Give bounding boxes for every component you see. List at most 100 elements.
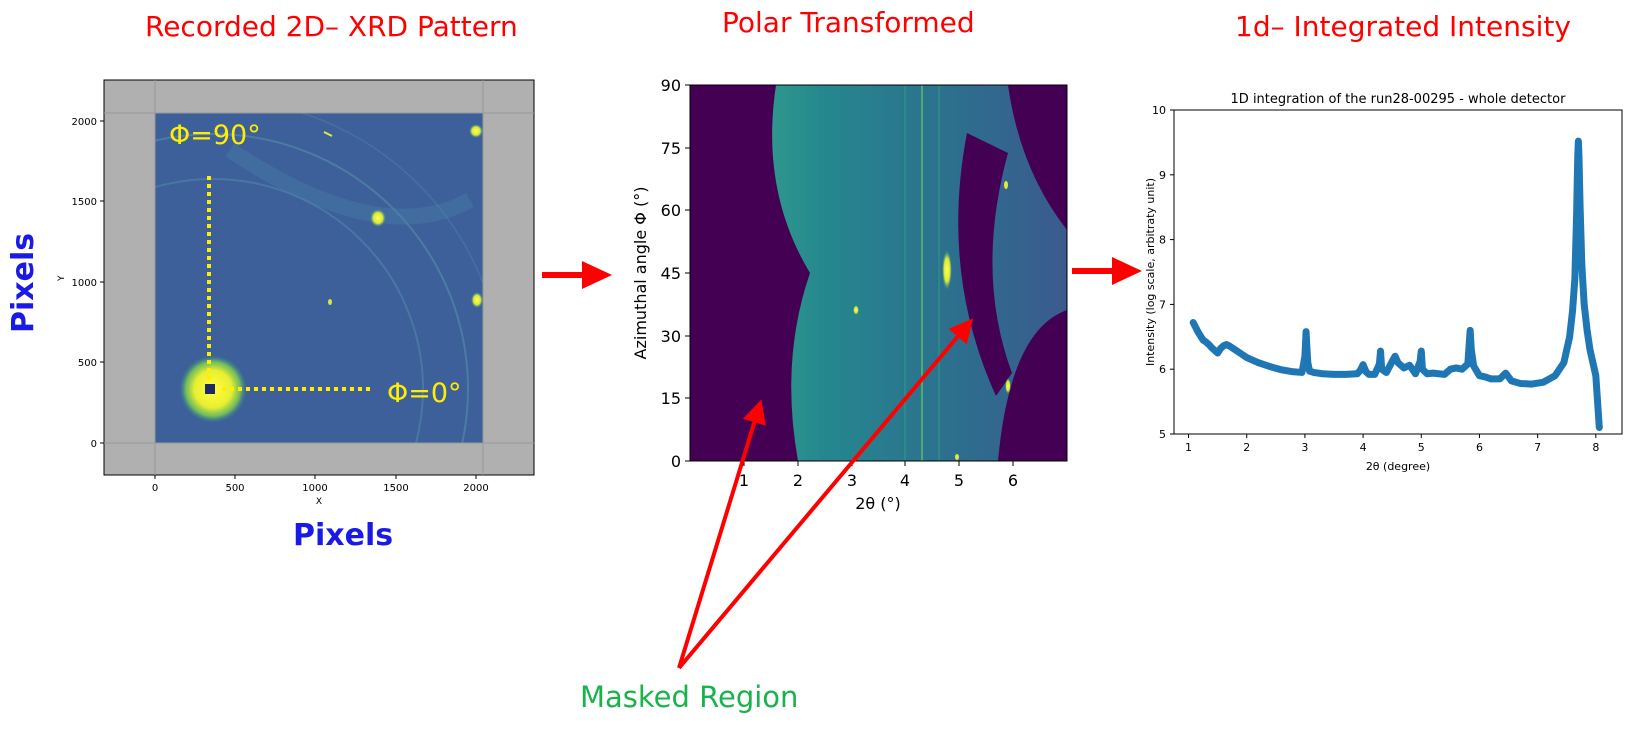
chart-data-point: [1470, 362, 1477, 369]
chart-data-point: [1331, 371, 1337, 378]
chart-data-point: [1197, 332, 1204, 339]
chart-data-point: [1560, 359, 1567, 366]
polar-x-axis-label: 2θ (°): [855, 494, 901, 513]
chart-x-axis-label: 2θ (degree): [1366, 460, 1430, 473]
polar-y-tick: 15: [661, 389, 681, 408]
xrd-pattern-heading: Recorded 2D– XRD Pattern: [145, 10, 518, 43]
chart-data-point: [1552, 372, 1559, 379]
integrated-intensity-heading: 1d– Integrated Intensity: [1235, 10, 1571, 43]
polar-y-tick: 0: [671, 452, 681, 471]
chart-data-point: [1290, 368, 1297, 375]
chart-data-point: [1255, 359, 1262, 366]
xrd-y-tick: 1000: [72, 278, 97, 289]
xrd-x-tick: 2000: [463, 483, 488, 494]
diffraction-spot: [471, 292, 483, 308]
xrd-y-tick: 1500: [72, 197, 97, 208]
polar-y-tick: 30: [661, 327, 681, 346]
polar-x-tick: 4: [900, 471, 910, 490]
polar-x-tick: 6: [1008, 471, 1018, 490]
chart-data-point: [1360, 361, 1367, 368]
chart-data-point: [1592, 372, 1599, 379]
chart-data-point: [1395, 359, 1401, 366]
chart-y-axis-label: Intensity (log scale, arbitraty unit): [1144, 178, 1157, 366]
polar-x-ticks: 1 2 3 4 5 6: [739, 461, 1018, 490]
integrated-intensity-chart: 1D integration of the run28-00295 - whol…: [1144, 92, 1623, 473]
chart-data-point: [1435, 370, 1442, 377]
xrd-y-ticks: 0 500 1000 1500 2000: [72, 117, 104, 450]
chart-data-point: [1377, 348, 1384, 355]
chart-data-point: [1243, 354, 1250, 361]
chart-data-point: [1459, 366, 1465, 373]
chart-data-point: [1357, 367, 1364, 374]
phi-0-label: Φ=0°: [387, 378, 462, 409]
chart-data-point: [1378, 366, 1385, 373]
flow-arrow-head: [582, 261, 612, 289]
chart-data-point: [1371, 371, 1378, 378]
xrd-x-tick: 0: [152, 483, 158, 494]
polar-x-tick: 3: [847, 471, 857, 490]
polar-x-tick: 1: [739, 471, 749, 490]
chart-x-tick: 5: [1418, 441, 1425, 454]
chart-data-point: [1517, 380, 1524, 387]
chart-x-tick: 3: [1301, 441, 1308, 454]
chart-data-point: [1496, 375, 1503, 382]
chart-data-point: [1424, 370, 1431, 377]
polar-spot: [942, 250, 952, 290]
chart-data-point: [1571, 275, 1578, 282]
chart-data-point: [1508, 377, 1515, 384]
masked-region-corner: [998, 310, 1067, 461]
polar-y-tick: 90: [661, 76, 681, 95]
masked-arrow-right: [677, 318, 974, 670]
chart-data-point: [1429, 370, 1436, 377]
chart-data-point: [1278, 366, 1285, 373]
chart-data-point: [1406, 362, 1413, 369]
chart-data-point: [1584, 327, 1591, 334]
chart-data-point: [1304, 359, 1311, 366]
chart-data-point: [1412, 370, 1419, 377]
xrd-detector-panel: Φ=90° Φ=0° 0 500 1000 1500 2000 0 500 10…: [57, 79, 535, 507]
xrd-x-tick: 500: [225, 483, 244, 494]
chart-data-point: [1528, 381, 1535, 388]
chart-data-point: [1214, 350, 1221, 356]
chart-data-point: [1301, 353, 1308, 360]
chart-data-point: [1389, 358, 1396, 365]
chart-data-point: [1578, 262, 1585, 269]
masked-region-left: [690, 85, 810, 461]
chart-data-point: [1573, 210, 1580, 217]
xrd-y-tick: 2000: [72, 117, 97, 128]
xrd-y-tick: 0: [91, 439, 97, 450]
chart-y-tick: 10: [1152, 104, 1166, 117]
chart-data-point: [1392, 353, 1399, 360]
chart-data-point: [1441, 371, 1448, 378]
xrd-x-tick: 1500: [383, 483, 408, 494]
chart-data-point: [1417, 358, 1424, 365]
chart-data-point: [1566, 333, 1573, 340]
chart-data-point: [1232, 346, 1239, 353]
polar-y-ticks: 0 15 30 45 60 75 90: [661, 76, 690, 471]
polar-y-tick: 45: [661, 264, 681, 283]
chart-y-tick: 6: [1159, 363, 1166, 376]
chart-data-point: [1577, 204, 1584, 211]
chart-data-point: [1467, 327, 1474, 334]
phi-90-label: Φ=90°: [169, 120, 261, 151]
chart-x-tick: 7: [1534, 441, 1541, 454]
xrd-x-ticks: 0 500 1000 1500 2000: [152, 475, 489, 494]
polar-x-tick: 5: [954, 471, 964, 490]
xrd-x-axis-letter: X: [316, 497, 322, 507]
chart-data-point: [1400, 364, 1407, 371]
chart-x-tick: 8: [1592, 441, 1599, 454]
chart-x-tick: 6: [1476, 441, 1483, 454]
chart-x-tick: 4: [1360, 441, 1367, 454]
chart-data-point: [1303, 340, 1310, 347]
chart-data-point: [1208, 344, 1215, 351]
chart-data-point: [1589, 359, 1596, 366]
chart-data-point: [1342, 371, 1349, 378]
chart-data-point: [1587, 346, 1593, 353]
chart-plot-area: [1173, 109, 1623, 435]
pixels-y-label: Pixels: [6, 232, 41, 333]
chart-data-point: [1594, 398, 1601, 405]
polar-transform-panel: 1 2 3 4 5 6 0 15 30 45 60 75 90 2θ (°) A…: [631, 76, 1068, 513]
chart-data-point: [1365, 371, 1372, 378]
polar-transformed-heading: Polar Transformed: [722, 6, 975, 39]
